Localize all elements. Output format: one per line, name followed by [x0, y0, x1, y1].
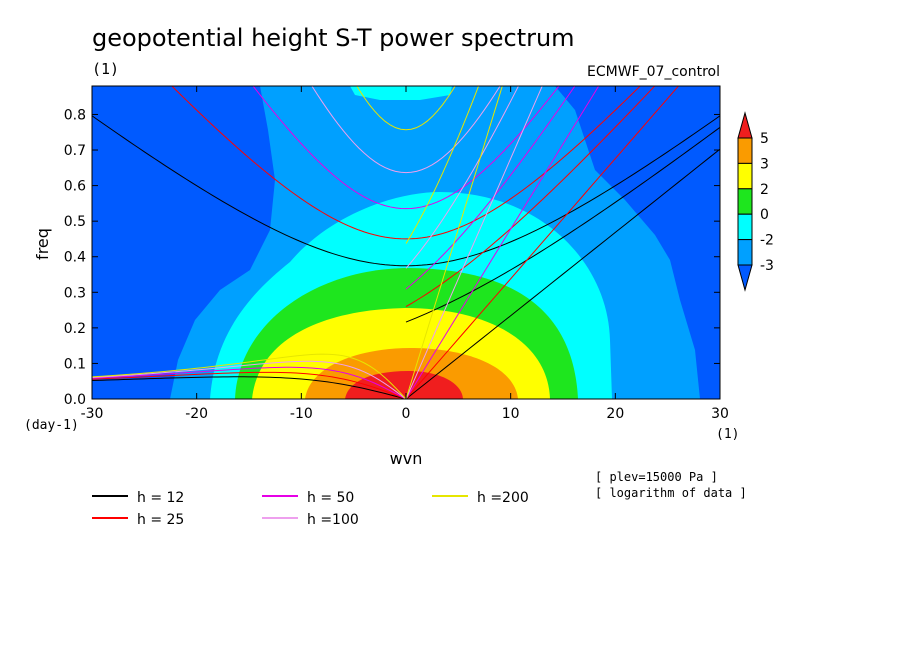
y-tick-label: 0.3 [64, 285, 86, 301]
y-tick-label: 0.6 [64, 179, 86, 195]
dispersion-curve [405, 86, 520, 269]
colorbar-top-triangle [737, 111, 753, 139]
dispersion-curve [92, 115, 720, 267]
dispersion-curve [405, 86, 576, 290]
y-tick-label: 0.8 [64, 107, 86, 123]
colorbar-box [737, 162, 753, 190]
colorbar-label: 2 [760, 182, 769, 198]
dispersion-curve [171, 86, 641, 240]
y-tick-label: 0.2 [64, 321, 86, 337]
legend: h = 12 h = 25 h = 50 h =100 h =200 [92, 490, 529, 528]
x-tick-label: -30 [81, 406, 104, 422]
y-unit-label: (day-1) [24, 418, 79, 433]
legend-label: h =200 [477, 490, 529, 506]
y-tick-label: 0.1 [64, 356, 86, 372]
dispersion-curve [92, 360, 407, 399]
dispersion-curve [405, 148, 720, 399]
colorbar-label: -2 [760, 233, 774, 249]
colorbar: 5 3 2 0 -2 -3 [737, 111, 774, 292]
y-axis-label: freq [33, 228, 52, 260]
dispersion-curve [405, 86, 480, 244]
dispersion-curve [356, 86, 456, 131]
colorbar-bottom-triangle [737, 264, 753, 292]
dispersion-curves [92, 86, 720, 399]
colorbar-box [737, 239, 753, 266]
chart-title: geopotential height S-T power spectrum [92, 24, 575, 52]
chart-subtitle-left: (1) [92, 60, 119, 78]
x-tick-label: -20 [185, 406, 208, 422]
annotation-plev: [ plev=15000 Pa ] [595, 470, 718, 484]
colorbar-label: 0 [760, 207, 769, 223]
y-tick-label: 0.5 [64, 214, 86, 230]
colorbar-label: 3 [760, 156, 769, 172]
y-tick-label: 0.4 [64, 250, 86, 266]
dispersion-curve [92, 371, 407, 399]
dispersion-curve [405, 86, 543, 399]
contour-fill-band-7 [345, 371, 463, 399]
dispersion-curve [252, 86, 560, 210]
colorbar-box [737, 213, 753, 241]
x-tick-label: 20 [606, 406, 624, 422]
legend-label: h = 50 [307, 490, 354, 506]
dispersion-curve [405, 86, 680, 399]
annotation-log: [ logarithm of data ] [595, 486, 747, 500]
x-unit-label: (1) [716, 427, 739, 442]
x-tick-label: -10 [290, 406, 313, 422]
y-axis: 0.0 0.1 0.2 0.3 0.4 0.5 0.6 0.7 0.8 [64, 107, 720, 408]
dispersion-curve [92, 376, 407, 399]
plot-area [92, 86, 720, 399]
dispersion-curve [405, 86, 600, 399]
dispersion-curve [92, 353, 407, 399]
x-tick-label: 10 [502, 406, 520, 422]
legend-label: h = 12 [137, 490, 184, 506]
dispersion-curve [92, 366, 407, 399]
x-tick-label: 0 [402, 406, 411, 422]
colorbar-label: 5 [760, 131, 769, 147]
x-tick-label: 30 [711, 406, 729, 422]
contour-fill-band-3-top [350, 86, 452, 100]
x-axis-label: wvn [390, 449, 423, 468]
legend-label: h =100 [307, 512, 359, 528]
y-tick-label: 0.7 [64, 143, 86, 159]
dispersion-curve [405, 86, 503, 399]
colorbar-box [737, 188, 753, 215]
dispersion-curve [405, 126, 720, 323]
colorbar-box [737, 137, 753, 164]
chart-subtitle-right: ECMWF_07_control [587, 64, 720, 80]
legend-label: h = 25 [137, 512, 184, 528]
dispersion-curve [405, 86, 656, 308]
dispersion-curve [311, 86, 501, 174]
x-axis: -30 -20 -10 0 10 20 30 [81, 86, 729, 422]
y-tick-label: 0.0 [64, 392, 86, 408]
colorbar-label: -3 [760, 258, 774, 274]
